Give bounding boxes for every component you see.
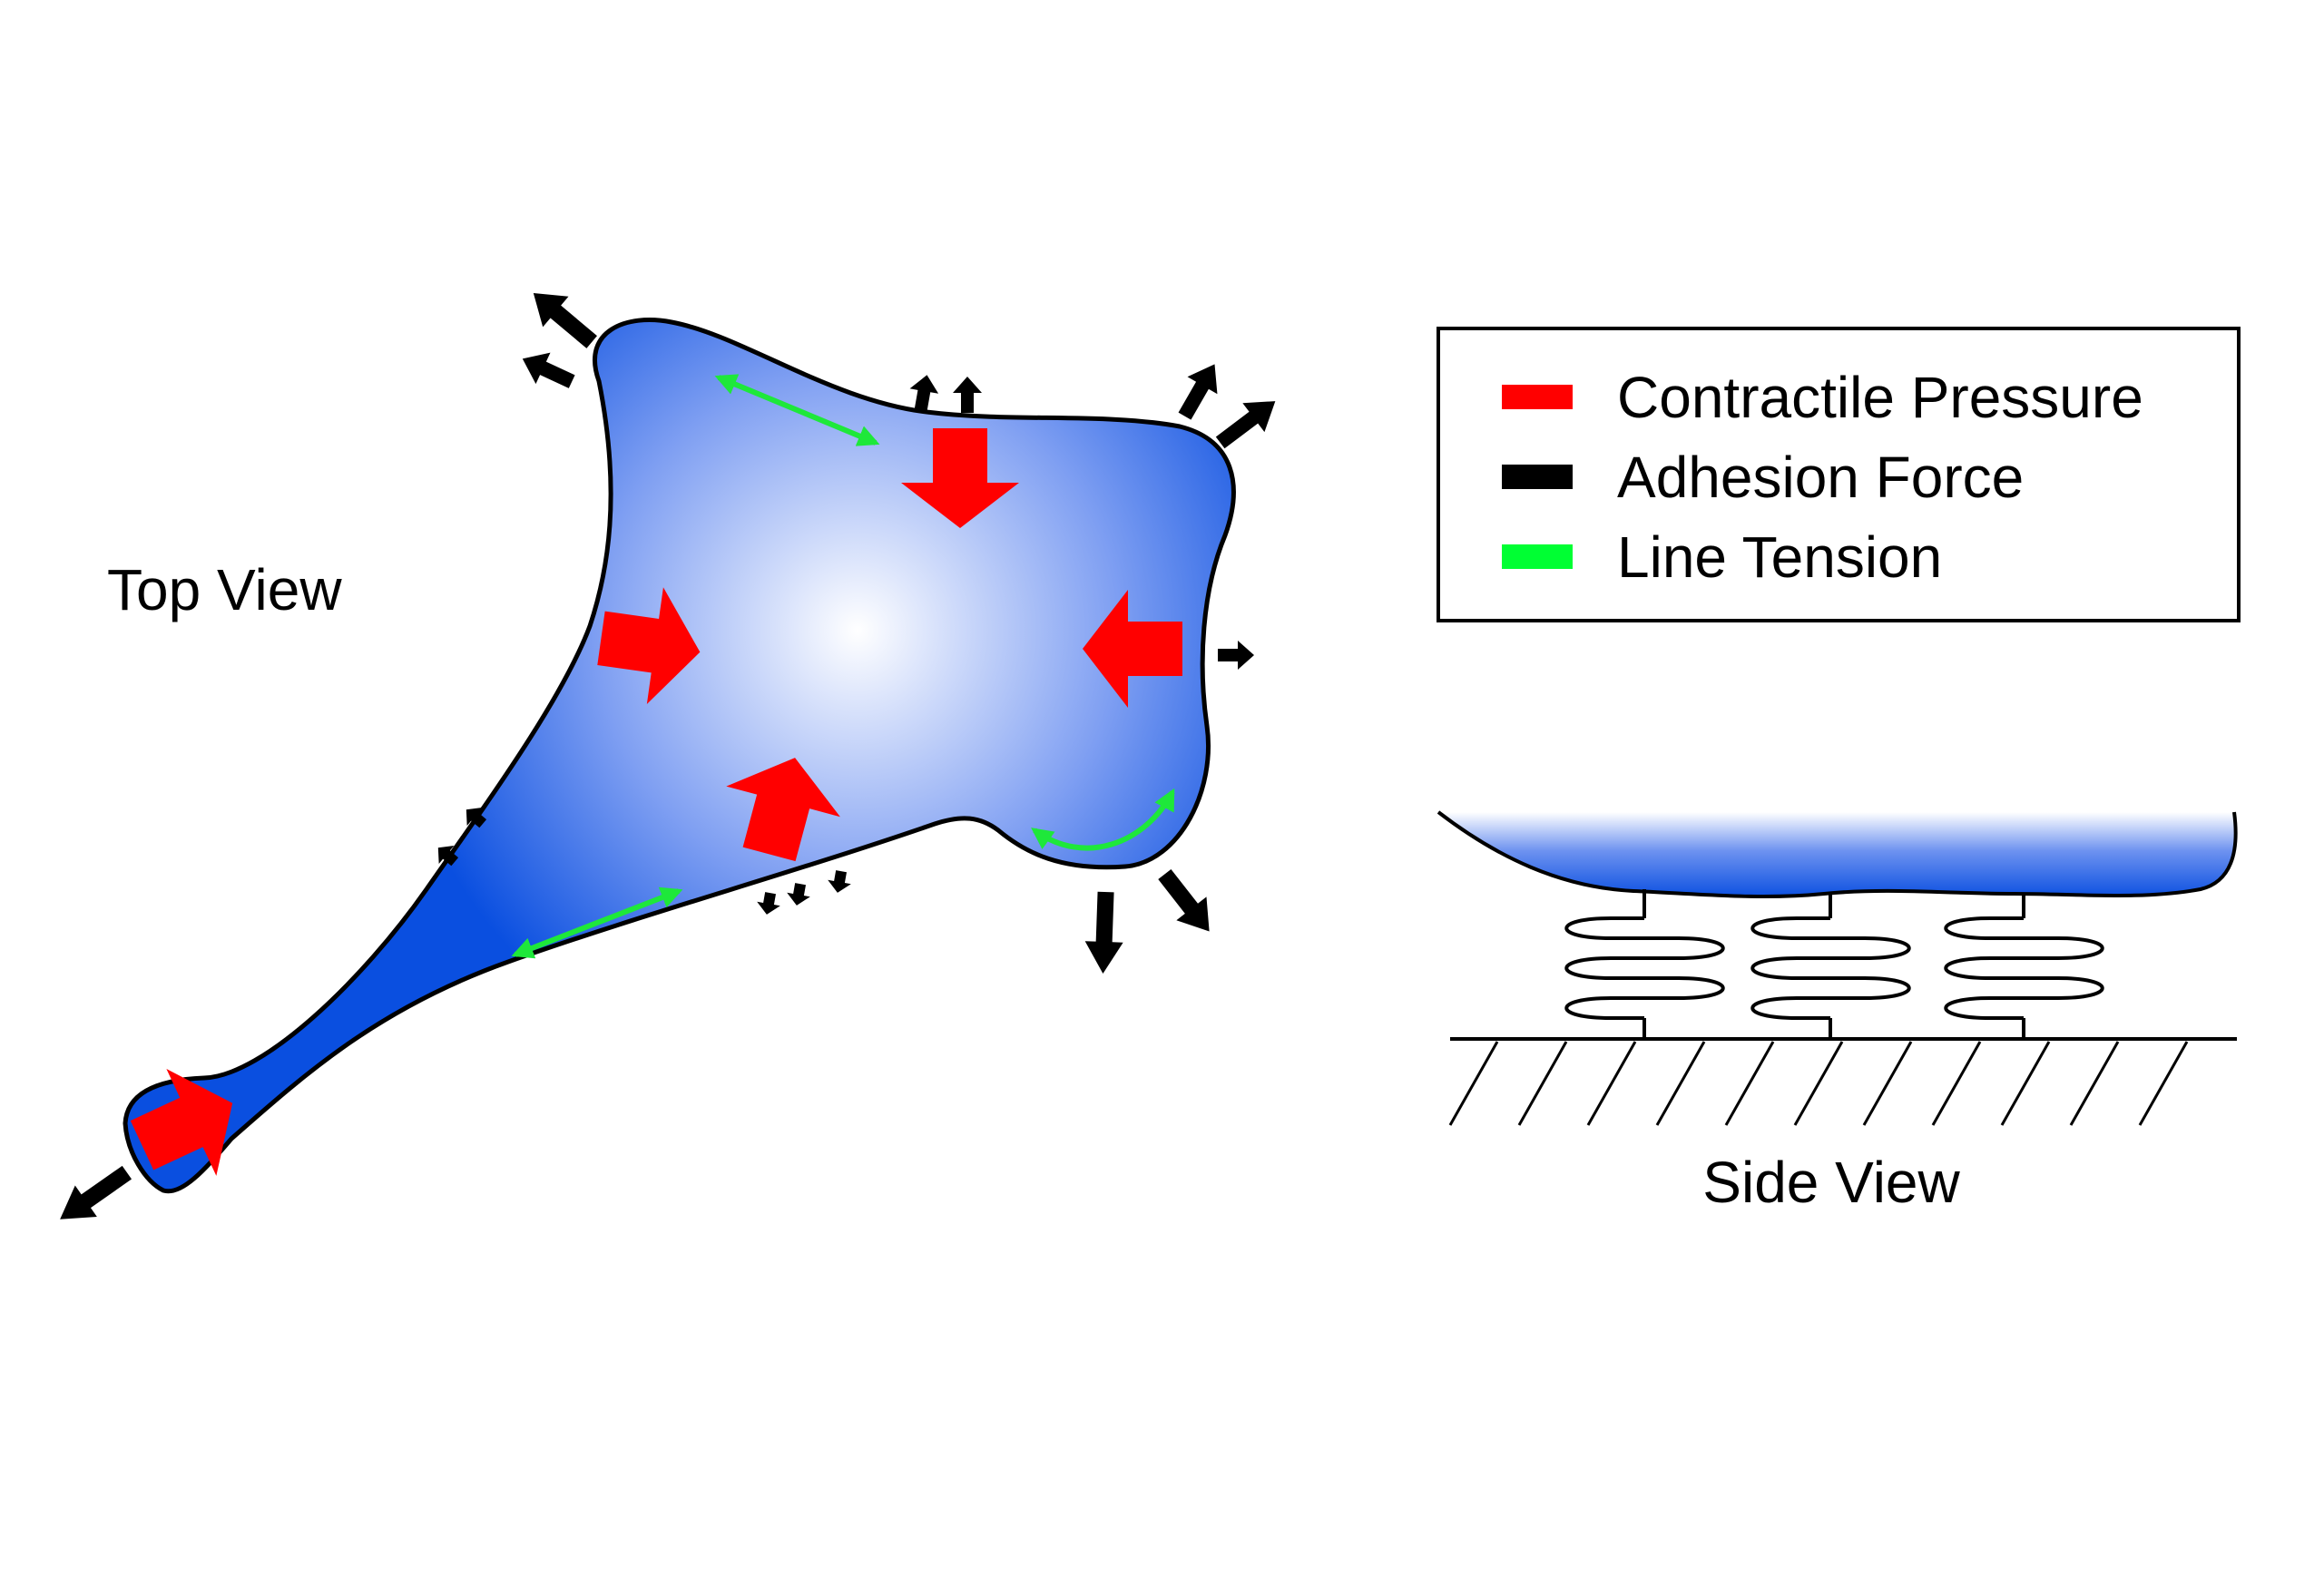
black-arrow-icon [1084,891,1123,974]
green-double-arrow-icon [1031,788,1175,851]
red-block-arrow-icon [1083,590,1182,708]
black-arrow-icon [953,377,982,413]
black-arrow-icon [466,808,487,828]
black-arrow-icon [1215,401,1276,449]
green-double-arrow-icon [511,886,683,959]
hatched-ground-icon [1448,1037,2237,1126]
black-arrow-icon [60,1165,132,1219]
red-block-arrow-icon [597,587,701,705]
hatch-line [1655,1041,1706,1126]
black-arrow-icon [533,293,597,348]
side-cell-outline [1437,810,2238,898]
legend-swatch-contractile [1502,385,1573,409]
hatch-line [1724,1041,1775,1126]
spring-icon [1750,894,1911,1039]
black-arrow-icon [437,846,459,867]
black-arrow-icon [1158,868,1210,932]
legend-label-tension: Line Tension [1617,524,1942,590]
hatch-line [1862,1041,1913,1126]
hatch-line [1931,1041,1982,1126]
hatch-line [1793,1041,1844,1126]
tension-arrows [511,374,1175,959]
hatch-line [1448,1041,1499,1126]
red-block-arrow-icon [130,1069,233,1176]
hatch-line [2000,1041,2051,1126]
side-view-label: Side View [1702,1150,1960,1215]
top-view-label: Top View [107,557,342,622]
black-arrow-icon [1218,641,1254,670]
green-double-arrow-icon [714,374,880,446]
hatch-line [2069,1041,2120,1126]
side-cell-body [1438,812,2236,897]
hatch-line [1517,1041,1568,1126]
legend: Contractile Pressure Adhesion Force Line… [1437,327,2241,622]
black-arrow-icon [1178,364,1218,420]
top-view: Top View [60,293,1276,1219]
black-arrow-icon [787,883,810,906]
cell-body [123,318,1236,1194]
black-arrow-icon [909,375,939,412]
legend-swatch-tension [1502,544,1573,569]
black-arrow-icon [757,892,780,915]
legend-label-contractile: Contractile Pressure [1617,365,2143,430]
red-block-arrow-icon [726,758,840,862]
contractile-arrows [130,428,1182,1176]
spring-icon [1564,889,1725,1039]
black-arrow-icon [828,870,851,893]
red-block-arrow-icon [901,428,1019,528]
legend-label-adhesion: Adhesion Force [1617,445,2024,510]
springs [1564,889,2104,1039]
spring-icon [1944,894,2104,1039]
hatch-line [2138,1041,2189,1126]
black-arrow-icon [522,352,575,388]
adhesion-arrows [60,293,1276,1219]
hatch-line [1586,1041,1637,1126]
legend-swatch-adhesion [1502,465,1573,489]
side-view: Side View [1437,810,2238,1215]
